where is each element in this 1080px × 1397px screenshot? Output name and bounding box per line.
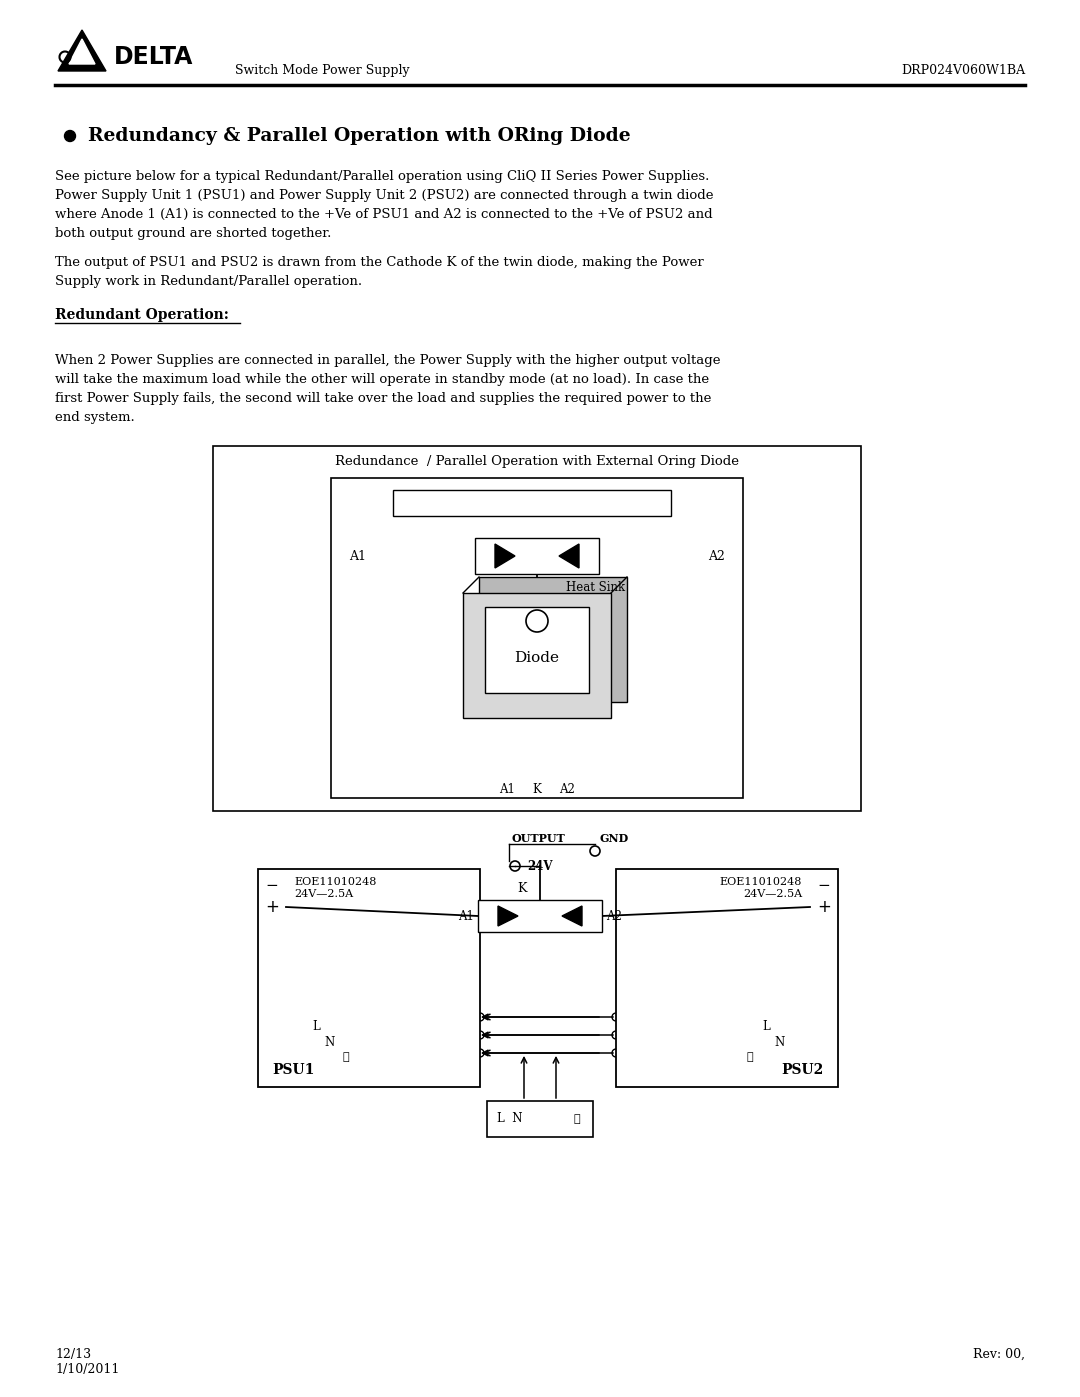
Text: Diode: Diode	[514, 651, 559, 665]
Text: −: −	[818, 877, 831, 893]
Circle shape	[476, 1031, 484, 1039]
Text: both output ground are shorted together.: both output ground are shorted together.	[55, 226, 332, 240]
Text: L  N: L N	[497, 1112, 523, 1126]
Text: Power Supply Unit 1 (PSU1) and Power Supply Unit 2 (PSU2) are connected through : Power Supply Unit 1 (PSU1) and Power Sup…	[55, 189, 714, 203]
Ellipse shape	[738, 997, 798, 1073]
Circle shape	[65, 130, 76, 141]
Polygon shape	[498, 907, 518, 926]
Text: ⏚: ⏚	[342, 1052, 349, 1062]
Text: 1/10/2011: 1/10/2011	[55, 1363, 120, 1376]
Text: +: +	[818, 898, 831, 916]
Bar	[213, 446, 861, 812]
Text: will take the maximum load while the other will operate in standby mode (at no l: will take the maximum load while the oth…	[55, 373, 710, 386]
Circle shape	[806, 882, 814, 888]
Text: where Anode 1 (A1) is connected to the +Ve of PSU1 and A2 is connected to the +V: where Anode 1 (A1) is connected to the +…	[55, 208, 713, 221]
Text: When 2 Power Supplies are connected in parallel, the Power Supply with the highe: When 2 Power Supplies are connected in p…	[55, 353, 720, 367]
Polygon shape	[58, 29, 106, 71]
Text: −: −	[266, 877, 279, 893]
Text: A2: A2	[559, 782, 575, 796]
Circle shape	[566, 1108, 588, 1130]
Bar	[616, 869, 838, 1087]
Text: end system.: end system.	[55, 411, 135, 425]
Text: 24V—2.5A: 24V—2.5A	[743, 888, 802, 900]
Circle shape	[336, 1046, 356, 1067]
Circle shape	[264, 898, 281, 916]
Text: EOE11010248: EOE11010248	[719, 877, 802, 887]
Circle shape	[740, 1046, 760, 1067]
Bar	[258, 869, 480, 1087]
Text: OUTPUT: OUTPUT	[512, 833, 566, 844]
Text: K: K	[543, 592, 553, 605]
Text: Redundancy & Parallel Operation with ORing Diode: Redundancy & Parallel Operation with ORi…	[87, 127, 631, 145]
Text: ⏚: ⏚	[746, 1052, 754, 1062]
Text: 24V: 24V	[527, 859, 553, 873]
Text: The output of PSU1 and PSU2 is drawn from the Cathode K of the twin diode, makin: The output of PSU1 and PSU2 is drawn fro…	[55, 256, 704, 270]
Bar	[330, 478, 743, 798]
Text: Rev: 00,: Rev: 00,	[973, 1348, 1025, 1361]
Circle shape	[282, 882, 291, 888]
Polygon shape	[495, 543, 515, 569]
Text: Redundance  / Parallel Operation with External Oring Diode: Redundance / Parallel Operation with Ext…	[335, 454, 739, 468]
Circle shape	[476, 1013, 484, 1021]
Text: DRP024V060W1BA: DRP024V060W1BA	[901, 64, 1025, 77]
Text: +: +	[265, 898, 279, 916]
Circle shape	[526, 610, 548, 631]
Text: Heat Sink: Heat Sink	[566, 581, 625, 594]
Circle shape	[264, 876, 281, 894]
Text: A2: A2	[708, 549, 725, 563]
Text: A1: A1	[349, 549, 366, 563]
Circle shape	[612, 1031, 620, 1039]
Text: PSU1: PSU1	[272, 1063, 314, 1077]
Polygon shape	[69, 39, 95, 64]
Text: 12/13: 12/13	[55, 1348, 91, 1361]
Text: first Power Supply fails, the second will take over the load and supplies the re: first Power Supply fails, the second wil…	[55, 393, 712, 405]
Text: Oring Diode: Oring Diode	[491, 496, 572, 510]
Text: ⏚: ⏚	[573, 1113, 580, 1125]
Circle shape	[806, 902, 814, 911]
Circle shape	[510, 861, 519, 870]
Text: See picture below for a typical Redundant/Parallel operation using CliQ II Serie: See picture below for a typical Redundan…	[55, 170, 710, 183]
Bar	[393, 490, 671, 515]
Text: L: L	[762, 1020, 770, 1034]
Bar	[480, 577, 627, 703]
Bar	[475, 538, 599, 574]
Text: L: L	[312, 1020, 320, 1034]
Ellipse shape	[298, 997, 357, 1073]
Text: A2: A2	[606, 909, 622, 922]
Text: N: N	[325, 1037, 335, 1049]
Bar	[487, 1101, 593, 1137]
Bar	[463, 592, 611, 718]
Text: 24V—2.5A: 24V—2.5A	[294, 888, 353, 900]
Circle shape	[476, 1049, 484, 1058]
Text: Switch Mode Power Supply: Switch Mode Power Supply	[235, 64, 409, 77]
Circle shape	[282, 902, 291, 911]
Text: K: K	[532, 782, 541, 796]
Circle shape	[815, 876, 833, 894]
Text: A1: A1	[499, 782, 515, 796]
Bar	[485, 608, 589, 693]
Circle shape	[815, 898, 833, 916]
Circle shape	[590, 847, 600, 856]
Text: EOE11010248: EOE11010248	[294, 877, 376, 887]
Polygon shape	[559, 543, 579, 569]
Text: PSU2: PSU2	[782, 1063, 824, 1077]
Text: N: N	[774, 1037, 785, 1049]
Text: GND: GND	[600, 833, 630, 844]
Text: Redundant Operation:: Redundant Operation:	[55, 307, 229, 321]
Bar	[478, 900, 602, 932]
Text: A1: A1	[458, 909, 474, 922]
Circle shape	[612, 1013, 620, 1021]
Circle shape	[612, 1049, 620, 1058]
Text: DELTA: DELTA	[114, 45, 193, 68]
Polygon shape	[562, 907, 582, 926]
Text: Supply work in Redundant/Parallel operation.: Supply work in Redundant/Parallel operat…	[55, 275, 362, 288]
Text: K: K	[517, 882, 527, 894]
